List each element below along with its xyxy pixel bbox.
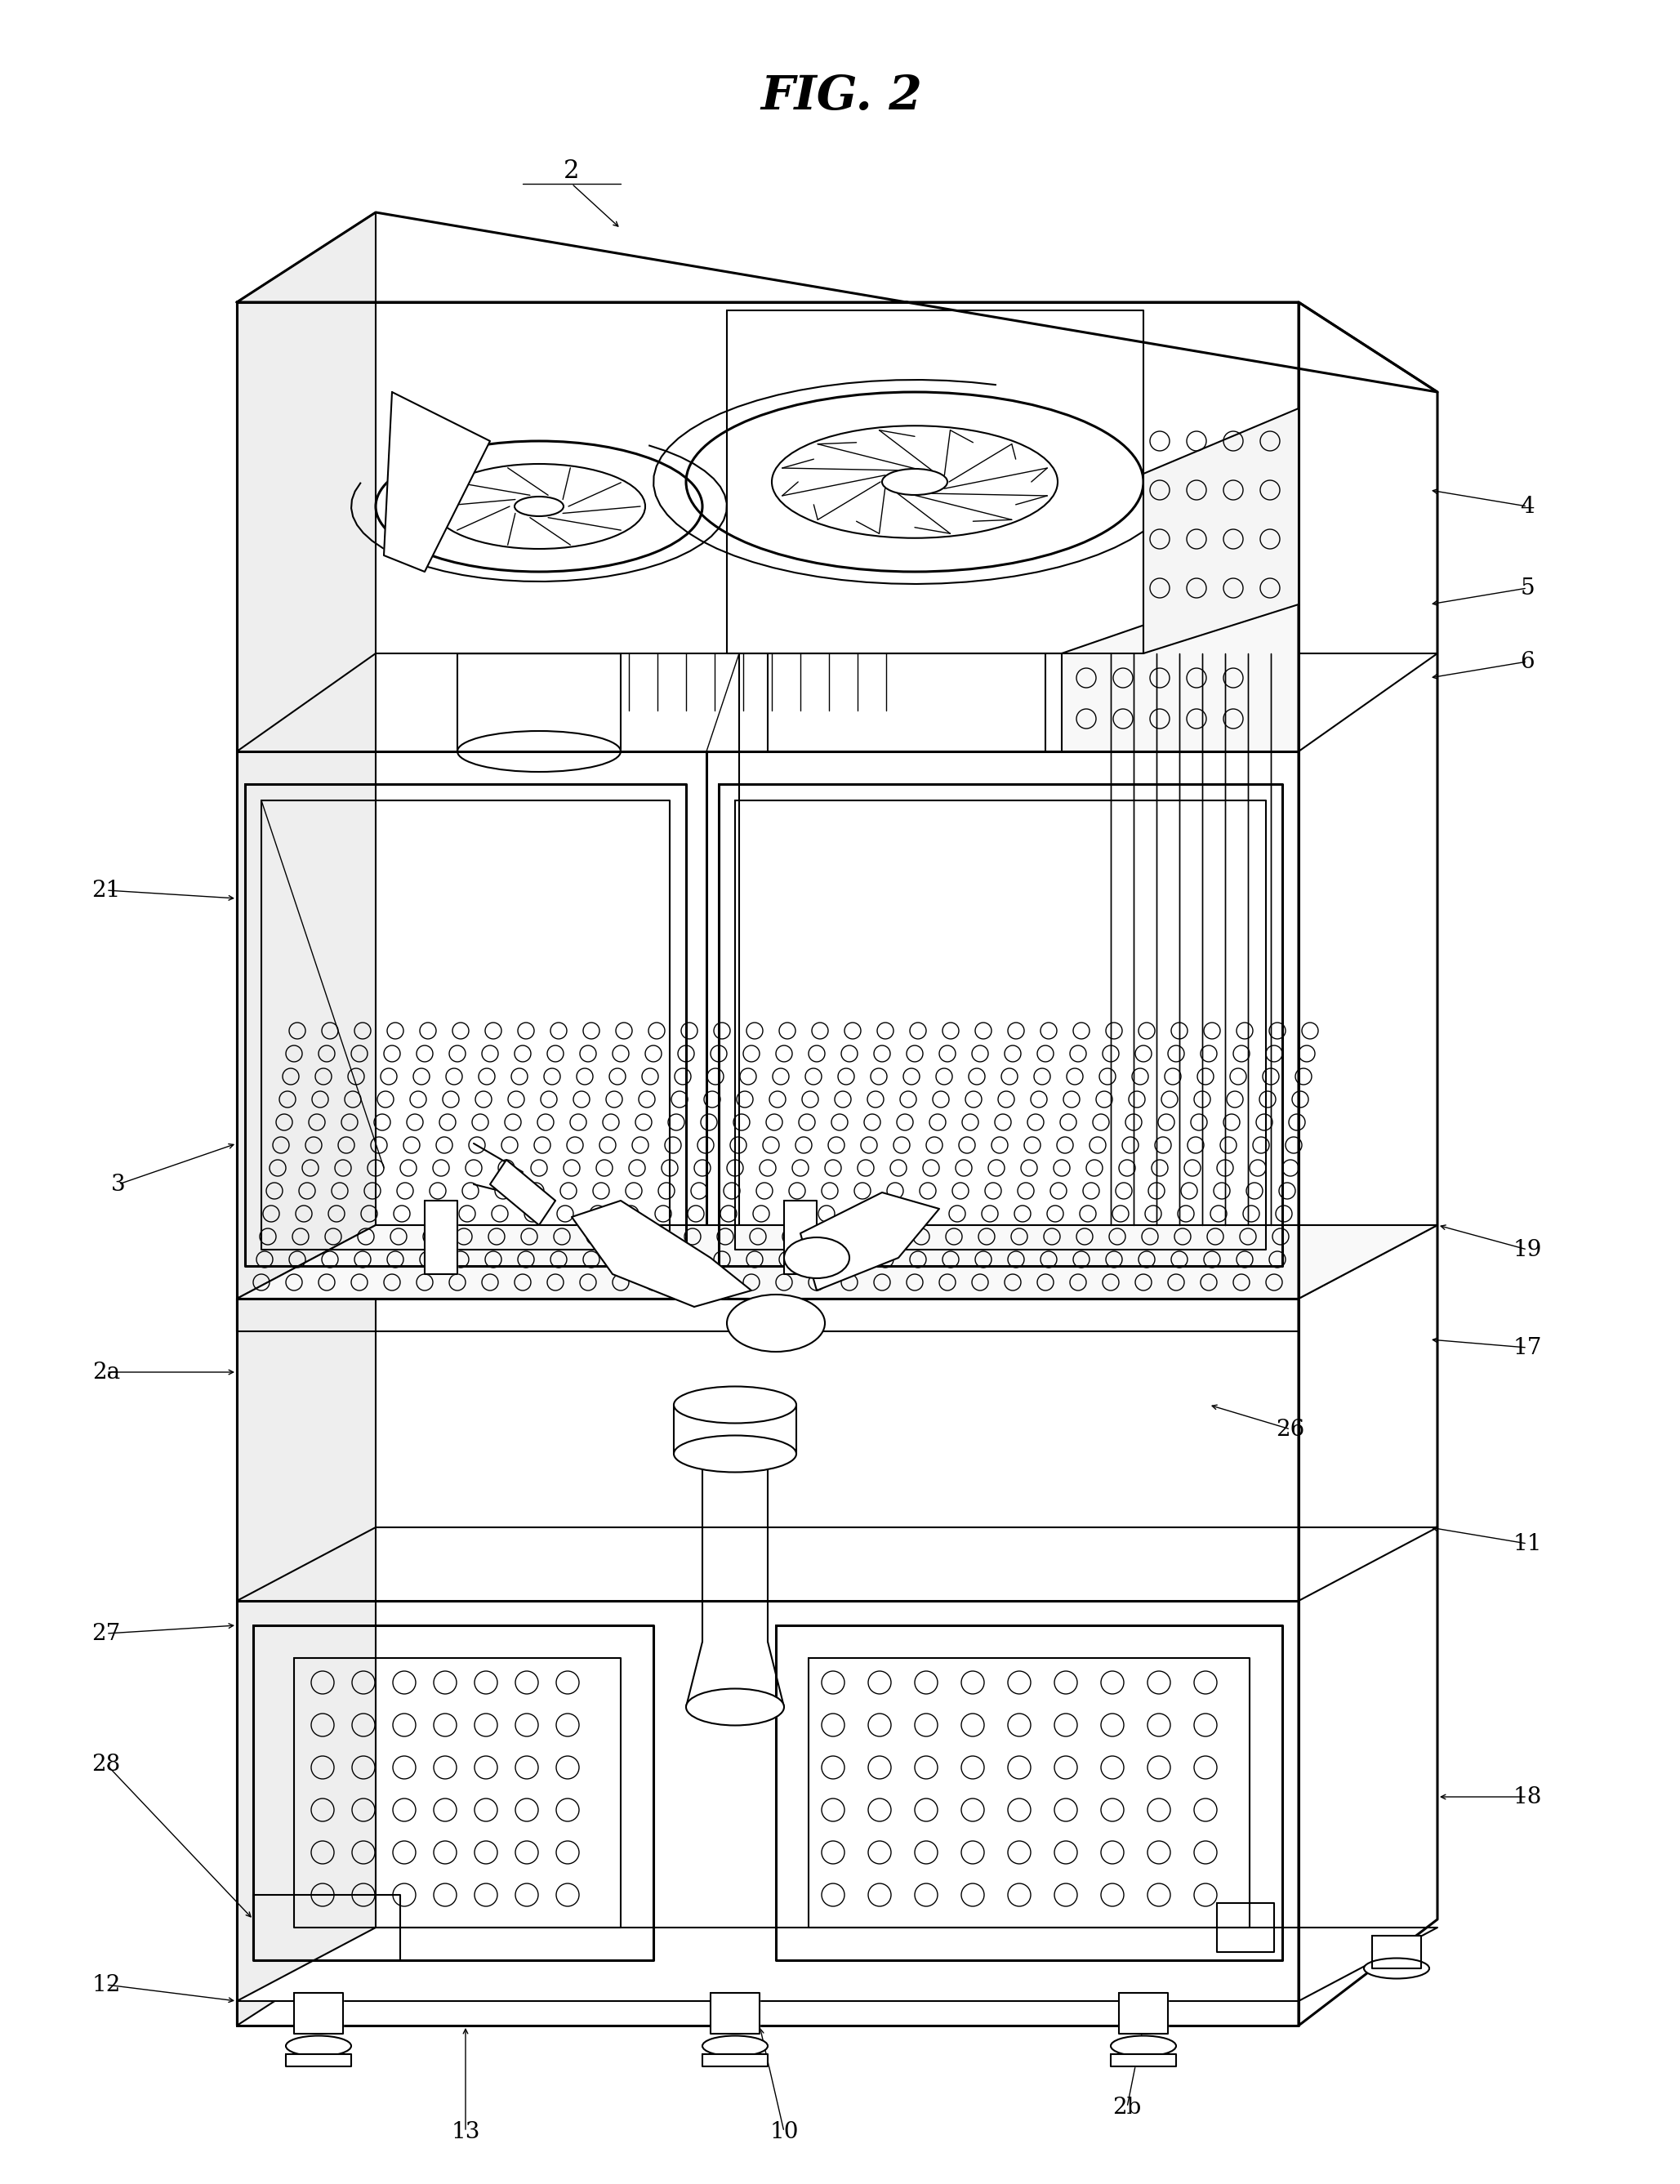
Text: 12: 12 bbox=[92, 1974, 121, 1996]
Text: 10: 10 bbox=[769, 2121, 798, 2143]
Ellipse shape bbox=[785, 1238, 850, 1278]
Ellipse shape bbox=[674, 1387, 796, 1424]
Polygon shape bbox=[711, 1992, 759, 2033]
Text: 13: 13 bbox=[452, 2121, 480, 2143]
Polygon shape bbox=[1216, 1902, 1273, 1952]
Polygon shape bbox=[702, 2055, 768, 2066]
Text: 2b: 2b bbox=[1112, 2097, 1141, 2118]
Polygon shape bbox=[294, 1992, 343, 2033]
Text: 6: 6 bbox=[1520, 651, 1534, 673]
Text: 18: 18 bbox=[1512, 1787, 1542, 1808]
Text: 19: 19 bbox=[1512, 1238, 1542, 1260]
Text: 26: 26 bbox=[1277, 1417, 1305, 1439]
Polygon shape bbox=[286, 2055, 351, 2066]
Ellipse shape bbox=[727, 1295, 825, 1352]
Text: FIG. 2: FIG. 2 bbox=[761, 74, 922, 120]
Polygon shape bbox=[800, 1192, 939, 1291]
Text: 4: 4 bbox=[1520, 496, 1534, 518]
Ellipse shape bbox=[514, 496, 563, 515]
Text: 5: 5 bbox=[1520, 577, 1534, 598]
Ellipse shape bbox=[702, 2035, 768, 2055]
Ellipse shape bbox=[286, 2035, 351, 2055]
Ellipse shape bbox=[1110, 2035, 1176, 2055]
Text: 28: 28 bbox=[92, 1754, 121, 1776]
Polygon shape bbox=[571, 1201, 751, 1306]
Text: 2: 2 bbox=[564, 159, 580, 183]
Polygon shape bbox=[237, 212, 376, 2025]
Polygon shape bbox=[491, 1160, 556, 1225]
Text: 27: 27 bbox=[92, 1623, 121, 1645]
Polygon shape bbox=[785, 1201, 816, 1273]
Polygon shape bbox=[425, 1201, 457, 1273]
Polygon shape bbox=[383, 393, 491, 572]
Polygon shape bbox=[237, 1928, 1438, 2001]
Polygon shape bbox=[1062, 572, 1299, 751]
Polygon shape bbox=[1119, 1992, 1168, 2033]
Ellipse shape bbox=[685, 1688, 785, 1725]
Polygon shape bbox=[1110, 2055, 1176, 2066]
Ellipse shape bbox=[1364, 1959, 1430, 1979]
Text: 11: 11 bbox=[1512, 1533, 1542, 1555]
Text: 21: 21 bbox=[92, 880, 121, 902]
Text: 3: 3 bbox=[111, 1173, 126, 1195]
Polygon shape bbox=[237, 1225, 1438, 1299]
Text: 2a: 2a bbox=[92, 1361, 119, 1382]
Ellipse shape bbox=[674, 1435, 796, 1472]
Polygon shape bbox=[1144, 408, 1299, 653]
Text: 17: 17 bbox=[1512, 1337, 1542, 1358]
Polygon shape bbox=[1373, 1935, 1421, 1968]
Ellipse shape bbox=[882, 470, 948, 496]
